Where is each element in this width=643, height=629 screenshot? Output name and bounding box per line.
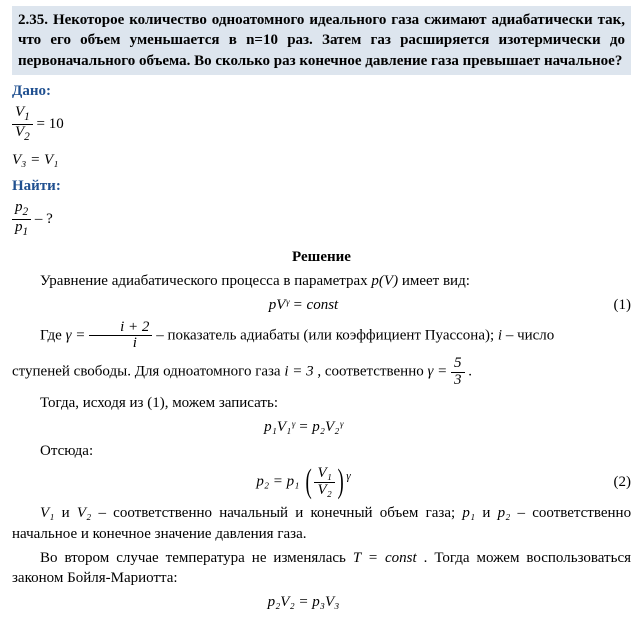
p2-sub: 2: [23, 206, 29, 218]
s6-p1: p₁: [462, 505, 475, 521]
para-1: Уравнение адиабатического процесса в пар…: [12, 271, 631, 291]
s1a-text: Уравнение адиабатического процесса в пар…: [40, 273, 371, 289]
equation-1-row: pVᵞ = const (1): [12, 295, 631, 315]
s6-v2: V₂: [77, 505, 91, 521]
problem-number: 2.35.: [18, 12, 48, 28]
equation-3-number: (2): [595, 472, 631, 492]
s3-gamma: γ =: [427, 364, 451, 380]
fraction-5-over-3: 5 3: [451, 356, 465, 389]
s3c-text: .: [468, 364, 472, 380]
problem-statement: 2.35. Некоторое количество одноатомного …: [12, 6, 631, 75]
fraction-p2-over-p1: p2 p1: [12, 200, 31, 239]
frac-num-i2: i + 2: [89, 320, 152, 336]
s1-pv: p(V): [371, 273, 398, 289]
equation-4: p₂V₂ = p₃V₃: [12, 592, 595, 612]
s2a-text: Где: [40, 327, 66, 343]
eq3-paren-frac: ( V₁ V₂ ): [303, 465, 346, 499]
find-ratio: p2 p1 – ?: [12, 200, 631, 239]
p1-sym: p: [15, 219, 23, 235]
s6-v1: V₁: [40, 505, 54, 521]
s6-and1: и: [62, 505, 77, 521]
page: 2.35. Некоторое количество одноатомного …: [0, 0, 643, 629]
s2-gamma: γ =: [66, 327, 90, 343]
s7-T: T = const: [353, 550, 417, 566]
fraction-i2-over-i: i + 2 i: [89, 320, 152, 353]
para-2-line2: ступеней свободы. Для одноатомного газа …: [12, 356, 631, 389]
para-6: Во втором случае температура не изменяла…: [12, 548, 631, 589]
solution-head: Решение: [12, 247, 631, 267]
equation-1-number: (1): [595, 295, 631, 315]
equation-2-row: p₁V₁ᵞ = p₂V₂ᵞ: [12, 417, 631, 437]
p1-sub: 1: [23, 226, 29, 238]
find-tail: – ?: [31, 211, 53, 227]
v2-sym: V: [15, 124, 24, 140]
para-3: Тогда, исходя из (1), можем записать:: [12, 393, 631, 413]
given-label: Дано:: [12, 81, 631, 101]
eq3-pow: γ: [346, 471, 350, 483]
given-v3-eq-v1: V₃ = V₁: [12, 150, 631, 170]
v1-sub: 1: [24, 111, 30, 123]
eq3-den: V₂: [314, 482, 334, 499]
s2-i: i: [498, 327, 502, 343]
frac-num-5: 5: [451, 356, 465, 372]
fraction-v1-over-v2: V1 V2: [12, 105, 33, 144]
v1-sym: V: [15, 104, 24, 120]
s2c-text: – число: [506, 327, 554, 343]
s3b-text: , соответственно: [317, 364, 427, 380]
find-label: Найти:: [12, 176, 631, 196]
v2-sub: 2: [24, 131, 30, 143]
equation-3: p₂ = p₁ ( V₁ V₂ ) γ: [12, 465, 595, 499]
equation-4-row: p₂V₂ = p₃V₃: [12, 592, 631, 612]
rparen-icon: ): [337, 465, 343, 499]
p2-sym: p: [15, 199, 23, 215]
para-4: Отсюда:: [12, 441, 631, 461]
frac-den-i: i: [89, 335, 152, 352]
fraction-v1-over-v2-b: V₁ V₂: [314, 466, 334, 499]
s2b-text: – показатель адиабаты (или коэффициент П…: [156, 327, 498, 343]
s6-p2: p₂: [498, 505, 511, 521]
s3a-text: ступеней свободы. Для одноатомного газа: [12, 364, 284, 380]
equation-2: p₁V₁ᵞ = p₂V₂ᵞ: [12, 417, 595, 437]
problem-text: Некоторое количество одноатомного идеаль…: [18, 12, 625, 69]
s1b-text: имеет вид:: [402, 273, 470, 289]
s7a-text: Во втором случае температура не изменяла…: [40, 550, 353, 566]
ratio-equals-10: = 10: [33, 116, 64, 132]
equation-3-row: p₂ = p₁ ( V₁ V₂ ) γ (2): [12, 465, 631, 499]
equation-1: pVᵞ = const: [12, 295, 595, 315]
s6-d: – соответственно начальный и конечный об…: [98, 505, 462, 521]
s3-i3: i = 3: [284, 364, 313, 380]
para-2-line1: Где γ = i + 2 i – показатель адиабаты (и…: [12, 320, 631, 353]
eq3-num: V₁: [314, 466, 334, 482]
s6-and2: и: [482, 505, 497, 521]
frac-den-3: 3: [451, 372, 465, 389]
eq3-pre: p₂ = p₁: [256, 474, 299, 490]
para-5: V₁ и V₂ – соответственно начальный и кон…: [12, 503, 631, 544]
lparen-icon: (: [306, 465, 312, 499]
given-ratio: V1 V2 = 10: [12, 105, 631, 144]
